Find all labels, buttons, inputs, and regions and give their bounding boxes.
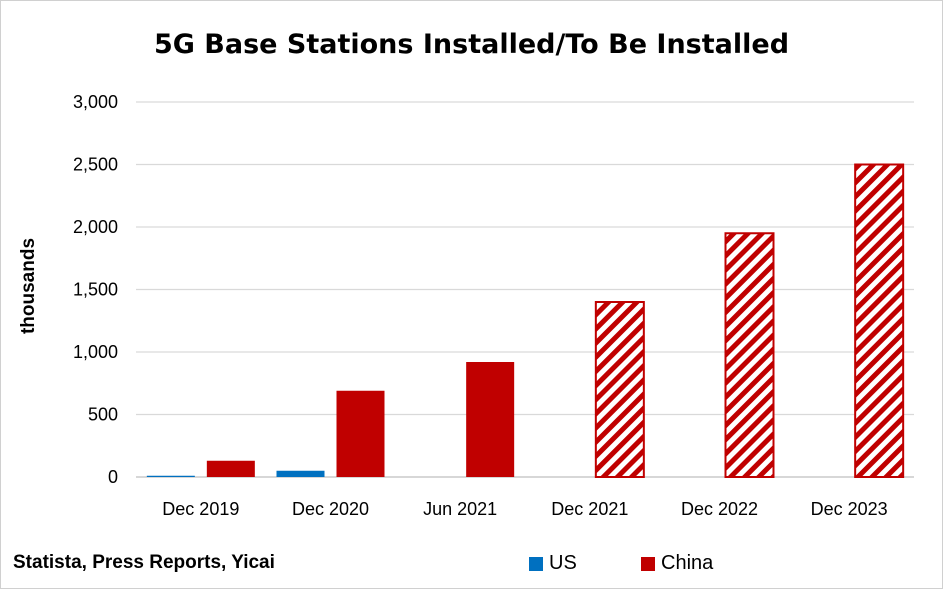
y-tick-label: 2,000 bbox=[73, 217, 118, 237]
bars bbox=[146, 163, 905, 478]
source-note: Statista, Press Reports, Yicai bbox=[13, 552, 275, 573]
y-tick-label: 2,500 bbox=[73, 155, 118, 175]
bar-china-dec-2023 bbox=[854, 163, 905, 478]
bar-china-dec-2021 bbox=[594, 301, 645, 478]
legend-item-china: China bbox=[641, 552, 713, 575]
legend-item-us: US bbox=[529, 552, 577, 575]
chart-title: 5G Base Stations Installed/To Be Install… bbox=[153, 29, 790, 60]
tick-labels: 0 500 1,000 1,500 2,000 2,500 3,000 Dec 2019 Dec… bbox=[73, 92, 888, 519]
y-tick-label: 1,000 bbox=[73, 342, 118, 362]
x-tick-label: Dec 2021 bbox=[551, 499, 628, 519]
gridlines bbox=[136, 101, 914, 478]
x-tick-label: Dec 2020 bbox=[292, 499, 369, 519]
plot-area: 0 500 1,000 1,500 2,000 2,500 3,000 Dec 2019 Dec… bbox=[73, 92, 914, 519]
x-tick-label: Dec 2022 bbox=[681, 499, 758, 519]
y-tick-label: 3,000 bbox=[73, 92, 118, 112]
bar-china-jun-2021 bbox=[466, 362, 515, 477]
bar-us-dec-2019 bbox=[146, 475, 195, 477]
x-tick-label: Jun 2021 bbox=[423, 499, 497, 519]
y-tick-label: 500 bbox=[88, 405, 118, 425]
bar-us-dec-2020 bbox=[276, 470, 325, 477]
legend-label-us: US bbox=[549, 552, 577, 574]
bar-china-dec-2022 bbox=[724, 232, 775, 478]
y-tick-label: 1,500 bbox=[73, 280, 118, 300]
x-tick-label: Dec 2019 bbox=[162, 499, 239, 519]
x-tick-label: Dec 2023 bbox=[811, 499, 888, 519]
bar-china-dec-2019 bbox=[206, 460, 255, 477]
legend-swatch-us bbox=[529, 556, 543, 571]
legend-label-china: China bbox=[661, 552, 714, 574]
legend-swatch-china bbox=[641, 556, 655, 571]
y-tick-label: 0 bbox=[108, 467, 118, 487]
bar-china-dec-2020 bbox=[336, 390, 385, 477]
